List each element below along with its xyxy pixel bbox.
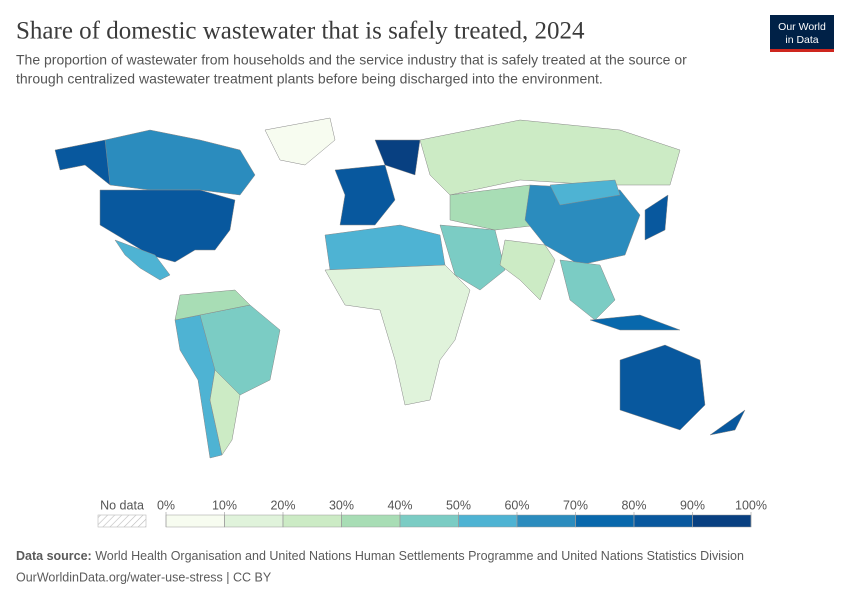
- logo-text: in Data: [785, 34, 818, 46]
- url[interactable]: OurWorldinData.org/water-use-stress | CC…: [16, 570, 272, 584]
- region: [99, 129, 256, 196]
- legend-tick-label: 40%: [387, 498, 412, 512]
- region: [209, 369, 241, 456]
- map: [54, 117, 746, 459]
- logo-bar: [770, 49, 834, 52]
- legend-tick-label: 100%: [735, 498, 767, 512]
- region: [54, 139, 111, 186]
- region: [374, 139, 421, 176]
- legend-swatch: [341, 514, 401, 528]
- region: [324, 224, 446, 271]
- region: [114, 239, 171, 281]
- legend-tick-label: 20%: [270, 498, 295, 512]
- legend-swatch: [516, 514, 576, 528]
- logo-text: Our World: [778, 21, 826, 33]
- region: [439, 224, 506, 291]
- region: [174, 289, 251, 321]
- legend-tick-label: 50%: [446, 498, 471, 512]
- region: [709, 409, 746, 436]
- no-data-swatch: [97, 514, 147, 528]
- region: [334, 164, 396, 226]
- legend-swatch: [458, 514, 518, 528]
- legend-swatch: [165, 514, 225, 528]
- legend-swatch: [399, 514, 459, 528]
- region: [559, 259, 616, 321]
- legend-swatch: [224, 514, 284, 528]
- legend-swatch: [282, 514, 342, 528]
- region: [324, 264, 471, 406]
- no-data-label: No data: [100, 498, 144, 512]
- region: [264, 117, 336, 166]
- region: [419, 119, 681, 196]
- legend: No data 0% 10% 20% 30% 40% 50% 60% 70% 80% 90% 100…: [97, 498, 767, 528]
- legend-tick-label: 30%: [329, 498, 354, 512]
- legend-tick-label: 80%: [621, 498, 646, 512]
- region: [619, 344, 706, 431]
- region: [449, 184, 541, 231]
- subtitle: through centralized wastewater treatment…: [16, 71, 603, 87]
- source-text: World Health Organisation and United Nat…: [95, 549, 744, 563]
- legend-tick-label: 0%: [157, 498, 175, 512]
- legend-swatch: [692, 514, 752, 528]
- logo[interactable]: Our World in Data: [770, 15, 834, 52]
- source-label: Data source:: [16, 549, 92, 563]
- legend-swatch: [633, 514, 693, 528]
- logo-box: [770, 15, 834, 51]
- region: [549, 179, 621, 206]
- region: [589, 314, 681, 331]
- legend-tick-label: 90%: [680, 498, 705, 512]
- legend-tick-label: 60%: [504, 498, 529, 512]
- region: [499, 239, 556, 301]
- legend-tick-label: 70%: [563, 498, 588, 512]
- title: Share of domestic wastewater that is saf…: [16, 18, 585, 45]
- source: Data source: World Health Organisation a…: [16, 549, 744, 563]
- region: [644, 194, 669, 241]
- subtitle: The proportion of wastewater from househ…: [16, 52, 687, 68]
- legend-swatch: [575, 514, 635, 528]
- region: [524, 184, 641, 266]
- legend-tick-label: 10%: [212, 498, 237, 512]
- region: [99, 189, 236, 263]
